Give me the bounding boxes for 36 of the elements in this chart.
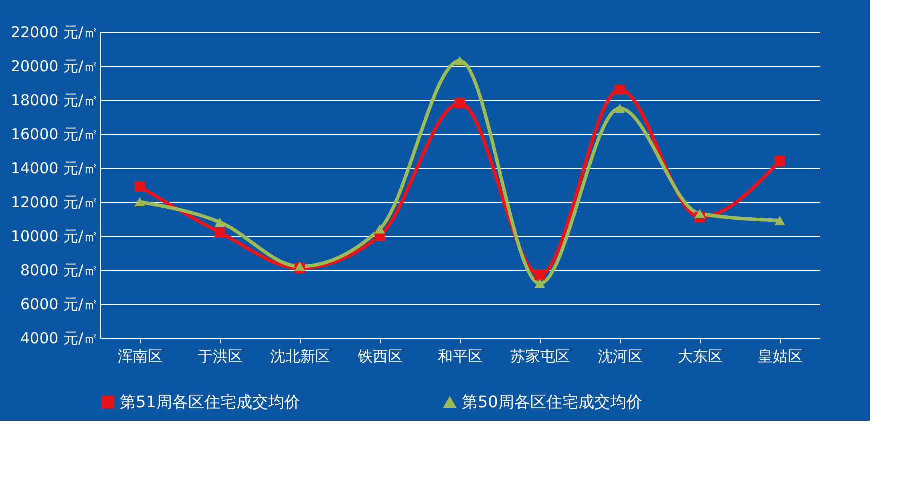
legend-label: 第51周各区住宅成交均价 [120, 392, 300, 412]
point [294, 262, 306, 272]
point [534, 279, 546, 288]
y-tick-label: 16000 元/㎡ [10, 126, 98, 144]
point [694, 209, 706, 218]
point [454, 56, 466, 66]
point [454, 98, 466, 109]
point [134, 197, 146, 207]
legend-label: 第50周各区住宅成交均价 [462, 392, 642, 412]
point [134, 181, 146, 192]
x-tick-label: 于洪区 [198, 348, 243, 366]
point [614, 84, 626, 96]
x-tick-label: 皇姑区 [758, 348, 803, 366]
point [214, 227, 226, 238]
y-tick-label: 22000 元/㎡ [10, 24, 98, 42]
y-tick-label: 14000 元/㎡ [10, 160, 98, 178]
y-tick-label: 18000 元/㎡ [10, 92, 98, 110]
x-tick-label: 沈北新区 [270, 348, 330, 366]
x-tick-label: 大东区 [678, 348, 723, 366]
y-tick-label: 10000 元/㎡ [10, 228, 98, 246]
y-tick-label: 8000 元/㎡ [20, 262, 98, 280]
x-tick-label: 沈河区 [598, 348, 643, 366]
x-tick-label: 和平区 [438, 348, 483, 366]
x-tick-label: 苏家屯区 [510, 348, 570, 366]
y-tick-label: 20000 元/㎡ [10, 58, 98, 76]
point [534, 270, 546, 280]
point [774, 156, 786, 166]
x-tick-label: 浑南区 [118, 348, 163, 366]
point [614, 104, 626, 114]
y-tick-label: 12000 元/㎡ [10, 194, 98, 212]
x-tick-label: 铁西区 [357, 348, 403, 366]
y-tick-label: 6000 元/㎡ [20, 296, 98, 314]
point [374, 224, 386, 234]
y-tick-label: 4000 元/㎡ [20, 330, 98, 348]
point [214, 218, 226, 227]
point [774, 216, 786, 226]
